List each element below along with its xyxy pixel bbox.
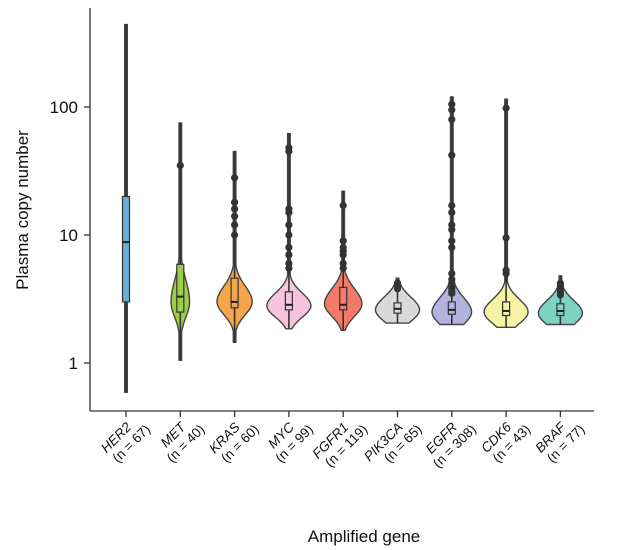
- y-tick-label: 1: [69, 354, 78, 373]
- violin-egfr: [431, 96, 473, 326]
- outlier-point: [339, 251, 347, 259]
- outlier-point: [231, 212, 239, 220]
- outlier-point: [448, 226, 456, 234]
- outlier-point: [231, 205, 239, 213]
- outlier-point: [448, 289, 456, 297]
- violin-fgfr1: [323, 190, 363, 331]
- violin-cdk6: [483, 98, 529, 328]
- y-tick-label: 100: [50, 98, 78, 117]
- outlier-point: [448, 208, 456, 217]
- outlier-point: [502, 104, 510, 112]
- iqr-box: [176, 263, 185, 313]
- outlier-point: [448, 243, 456, 252]
- outlier-point: [339, 201, 347, 210]
- violins-layer: [121, 23, 584, 393]
- iqr-box: [284, 291, 293, 311]
- x-tick-label: MYC(n = 99): [262, 411, 316, 465]
- y-axis-title: Plasma copy number: [13, 130, 32, 290]
- outlier-point: [448, 100, 456, 108]
- outlier-point: [285, 231, 293, 239]
- iqr-box: [447, 301, 456, 315]
- violin-her2: [121, 23, 131, 393]
- violin-braf: [537, 275, 584, 326]
- outlier-point: [285, 243, 293, 252]
- iqr-box: [121, 195, 131, 303]
- x-tick-label: HER2(n = 67): [98, 411, 153, 466]
- x-tick-label: CDK6(n = 43): [478, 411, 533, 466]
- x-ticks: HER2(n = 67) MET(n = 40)KRAS(n = 60) MYC(n…: [98, 411, 588, 475]
- outlier-point: [285, 251, 293, 259]
- x-tick-label: KRAS(n = 60): [206, 411, 262, 467]
- x-tick-label: PIK3CA(n = 65): [361, 411, 425, 475]
- outlier-point: [231, 231, 239, 239]
- outlier-point: [231, 221, 239, 229]
- x-tick-label: MET(n = 40): [153, 411, 207, 465]
- y-ticks: 1 10 100: [50, 98, 90, 373]
- iqr-box: [339, 286, 348, 311]
- violin-pik3ca: [374, 277, 421, 324]
- violin-myc: [266, 132, 312, 330]
- x-tick-label: BRAF(n = 77): [532, 411, 587, 466]
- x-tick-label: EGFR(n = 308): [419, 411, 479, 471]
- y-tick-label: 10: [59, 226, 78, 245]
- outlier-point: [502, 234, 510, 242]
- outlier-point: [448, 237, 456, 245]
- outlier-point: [176, 161, 184, 169]
- outlier-point: [448, 106, 456, 114]
- outlier-point: [339, 264, 347, 272]
- x-axis-title: Amplified gene: [308, 527, 420, 546]
- violin-met: [170, 122, 191, 361]
- outlier-point: [285, 221, 293, 229]
- outlier-point: [285, 208, 293, 217]
- iqr-box: [502, 301, 511, 317]
- outlier-point: [448, 151, 456, 159]
- outlier-point: [448, 201, 456, 210]
- outlier-point: [339, 237, 347, 245]
- outlier-point: [448, 115, 456, 124]
- violin-kras: [216, 150, 253, 343]
- outlier-point: [285, 147, 293, 155]
- outlier-point: [231, 174, 239, 182]
- iqr-box: [556, 303, 565, 317]
- outlier-point: [556, 291, 565, 299]
- outlier-point: [502, 269, 510, 278]
- outlier-point: [393, 285, 402, 293]
- outlier-point: [448, 269, 456, 278]
- x-tick-label: FGFR1(n = 119): [309, 411, 370, 472]
- outlier-point: [231, 198, 239, 206]
- iqr-box: [230, 277, 239, 309]
- outlier-point: [285, 264, 293, 272]
